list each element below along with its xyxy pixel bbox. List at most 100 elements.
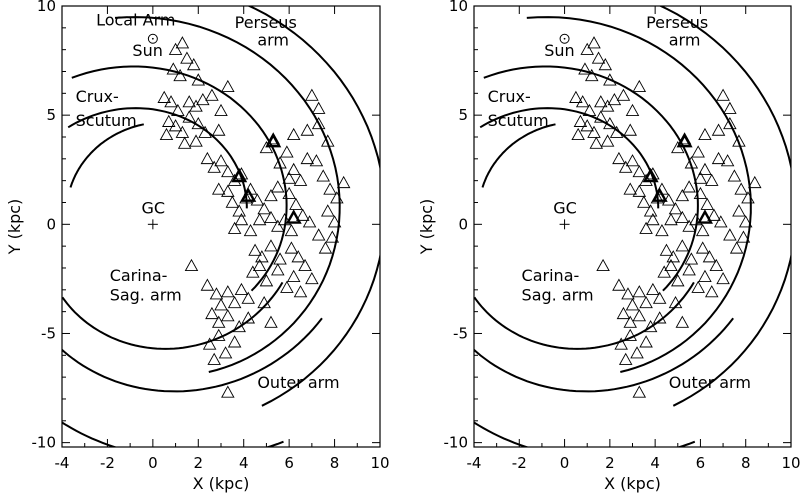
data-point-triangle [714,215,728,228]
data-point-triangle [211,123,226,136]
data-point-triangle [221,184,235,197]
data-point-triangle [693,186,708,200]
data-point-triangle [734,182,748,195]
panel-2-perseus-label-line2: arm [669,30,701,49]
data-point-triangle [594,95,608,108]
panel-1-y-tick-label: 0 [46,215,56,233]
data-point-triangle [255,250,269,263]
data-point-triangle [293,173,308,186]
data-point-triangle [707,208,721,221]
data-point-triangle [632,385,647,398]
panel-1-x-axis-title: X (kpc) [193,474,250,493]
data-point-triangle [200,151,215,165]
data-point-triangle [623,123,638,136]
data-point-triangle [698,269,712,282]
data-point-triangle [214,154,228,167]
panel-1-y-tick-label: -5 [41,324,56,342]
data-point-triangle [241,291,256,304]
panel-1-y-tick-label: 5 [46,106,56,124]
panel-2-inner-arm-curve [481,123,556,188]
data-point-triangle [664,258,678,272]
data-point-triangle [639,335,653,348]
data-point-triangle [569,90,583,103]
data-point-triangle [618,160,633,173]
panel-2-x-tick-label: 6 [696,454,706,472]
data-point-triangle [632,79,647,93]
panel-1-carina-sag-arm-curve [62,281,284,350]
panel-2-perseus-label-line1: Perseus [646,13,708,32]
data-point-triangle [623,328,638,341]
data-point-triangle [675,189,690,202]
data-point-triangle [723,101,737,114]
data-point-triangle [684,156,699,169]
panel-1-carina-label-line1: Carina- [110,266,168,285]
data-point-triangle [598,58,613,71]
data-point-triangle [221,285,235,298]
panel-1-outer-arm-curve [247,6,380,407]
data-point-triangle [675,315,690,328]
data-point-triangle [652,311,667,324]
data-point-triangle [698,127,712,141]
data-point-triangle [191,73,206,86]
data-point-triangle [271,219,285,232]
data-point-triangle [259,274,274,287]
data-point-triangle [591,51,606,64]
data-point-triangle [173,68,187,82]
panel-1-star-cluster-points [157,36,351,398]
data-point-triangle-bold [231,167,248,183]
data-point-triangle [200,278,215,291]
panel-2-x-axis-title: X (kpc) [604,474,661,493]
data-point-triangle [277,213,292,226]
data-point-triangle [689,213,703,226]
panel-1-local-arm-curve [71,65,288,292]
data-point-triangle [252,258,267,272]
data-point-triangle [693,171,708,184]
panel-2-y-tick-label: 10 [449,0,468,15]
data-point-triangle [691,280,705,293]
data-point-triangle [175,36,190,49]
panel-1-crux-label-line1: Crux- [76,87,119,106]
data-point-triangle [280,145,294,158]
data-point-triangle-bold [285,209,302,224]
data-point-triangle [243,223,258,237]
data-point-triangle [157,90,171,103]
data-point-triangle [171,103,185,117]
panel-1-x-tick-label: 10 [370,454,389,472]
data-point-triangle [246,265,260,278]
data-point-triangle [691,145,705,158]
data-point-triangle [643,319,658,333]
data-point-triangle [616,88,631,101]
panel-1-local-arm-label: Local Arm [96,11,175,30]
data-point-triangle [621,287,635,300]
panel-2-sun-icon-dot [563,37,566,40]
data-point-triangle [630,346,644,359]
data-point-triangle [607,92,622,106]
data-point-triangle [655,223,669,237]
data-point-triangle [205,88,219,101]
data-point-triangle [221,309,235,322]
data-point-triangle [643,204,658,217]
data-point-triangle [318,241,333,254]
data-point-triangle [666,250,681,263]
data-point-triangle [616,306,631,320]
data-point-triangle [618,352,633,365]
data-point-triangle [639,295,653,309]
data-point-triangle [720,154,735,167]
data-point-triangle [284,223,299,237]
data-point-triangle [302,215,317,228]
data-point-triangle-bold [642,167,659,183]
data-point-triangle [293,285,308,298]
data-point-triangle [241,311,256,324]
panel-1-x-tick-label: 0 [148,454,158,472]
panel-1-sun-icon-dot [151,37,154,40]
data-point-triangle-bold [676,132,693,148]
panel-1-outer-inner-arm-curve [62,317,323,393]
panel-1-crux-label-line2: Scutum [76,111,137,130]
data-point-triangle [575,95,590,108]
data-point-triangle [704,285,719,298]
panel-2-gc-label: GC [553,198,577,217]
data-point-triangle [189,99,203,112]
data-point-triangle [580,119,594,132]
panel-2-y-axis-title: Y (kpc) [417,199,436,256]
